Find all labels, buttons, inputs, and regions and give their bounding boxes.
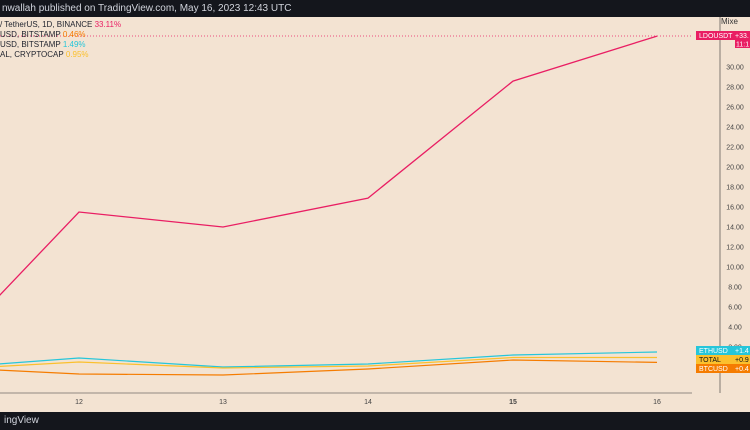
publish-info-text: nwallah published on TradingView.com, Ma… xyxy=(2,3,292,14)
series-line-btcusd xyxy=(0,359,658,376)
legend: / TetherUS, 1D, BINANCE 33.11% USD, BITS… xyxy=(0,20,121,60)
legend-symbol: AL, CRYPTOCAP xyxy=(0,50,64,59)
legend-change: 0.46% xyxy=(62,30,86,39)
x-tick-label: 14 xyxy=(364,399,372,406)
x-tick-label: 15 xyxy=(509,399,517,406)
price-tag-btcusd: BTCUSD +0.4 xyxy=(696,364,750,373)
y-tick-label: 14.00 xyxy=(726,225,744,232)
y-tick-label: 4.00 xyxy=(728,325,742,332)
y-tick-label: 22.00 xyxy=(726,145,744,152)
y-tick-label: 16.00 xyxy=(726,205,744,212)
y-axis-ticks: 2.004.006.008.0010.0012.0014.0016.0018.0… xyxy=(726,65,744,352)
x-axis-ticks: 12 13 14 15 16 xyxy=(75,399,661,406)
y-tick-label: 30.00 xyxy=(726,65,744,72)
legend-change: 1.49% xyxy=(62,40,86,49)
x-tick-label: 13 xyxy=(219,399,227,406)
price-tag-value: +1.4 xyxy=(735,348,749,355)
series-line-ethusd xyxy=(0,351,658,368)
y-tick-label: 6.00 xyxy=(728,305,742,312)
series-line-total xyxy=(0,356,657,369)
price-tag-symbol: BTCUSD xyxy=(699,366,728,373)
publish-info-bar: nwallah published on TradingView.com, Ma… xyxy=(0,0,750,17)
legend-row-ldo[interactable]: / TetherUS, 1D, BINANCE 33.11% xyxy=(0,20,121,30)
y-tick-label: 10.00 xyxy=(726,265,744,272)
price-tag-total: TOTAL +0.9 xyxy=(696,355,750,364)
legend-symbol: / TetherUS, 1D, BINANCE xyxy=(0,20,93,29)
y-tick-label: 24.00 xyxy=(726,125,744,132)
price-tag-ethusd: ETHUSD +1.4 xyxy=(696,346,750,355)
y-tick-label: 20.00 xyxy=(726,165,744,172)
brand-text: ingView xyxy=(4,415,39,426)
price-tag-symbol: TOTAL xyxy=(699,357,721,364)
y-tick-label: 18.00 xyxy=(726,185,744,192)
legend-row-eth[interactable]: USD, BITSTAMP 1.49% xyxy=(0,40,121,50)
footer-bar: ingView xyxy=(0,412,750,430)
price-tag-symbol: ETHUSD xyxy=(699,348,728,355)
y-tick-label: 12.00 xyxy=(726,245,744,252)
legend-row-total[interactable]: AL, CRYPTOCAP 0.95% xyxy=(0,50,121,60)
price-tag-value: +33. xyxy=(735,33,749,40)
y-tick-label: 28.00 xyxy=(726,85,744,92)
price-tag-countdown: 11:1 xyxy=(736,42,749,49)
price-tag-value: +0.9 xyxy=(735,357,749,364)
price-tag-value: +0.4 xyxy=(735,366,749,373)
x-tick-label: 12 xyxy=(75,399,83,406)
legend-symbol: USD, BITSTAMP xyxy=(0,30,61,39)
legend-symbol: USD, BITSTAMP xyxy=(0,40,61,49)
legend-row-btc[interactable]: USD, BITSTAMP 0.46% xyxy=(0,30,121,40)
x-tick-label: 16 xyxy=(653,399,661,406)
scale-mode-label[interactable]: Mixe xyxy=(721,17,738,26)
y-tick-label: 8.00 xyxy=(728,285,742,292)
price-tag-symbol: LDOUSDT xyxy=(699,33,733,40)
series-line-ldousdt xyxy=(0,35,658,296)
y-tick-label: 26.00 xyxy=(726,105,744,112)
price-tag-ldousdt: LDOUSDT +33. 11:1 xyxy=(696,31,750,49)
legend-change: 0.95% xyxy=(65,50,89,59)
series-layer xyxy=(0,35,658,376)
legend-change: 33.11% xyxy=(94,20,122,29)
